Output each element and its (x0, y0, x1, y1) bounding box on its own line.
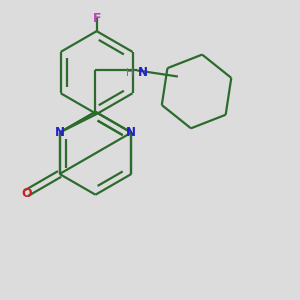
Text: F: F (92, 12, 101, 25)
Text: N: N (126, 126, 136, 139)
Text: N: N (138, 66, 148, 79)
Text: H: H (126, 68, 134, 78)
Text: O: O (21, 187, 32, 200)
Text: N: N (55, 126, 64, 139)
